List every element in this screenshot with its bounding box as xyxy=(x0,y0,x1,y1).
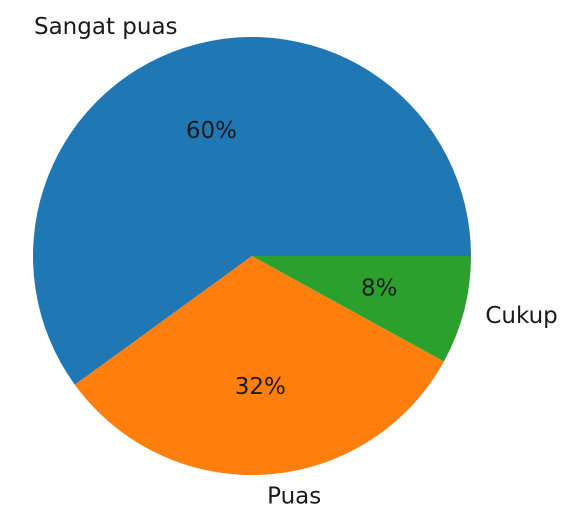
pie-label-sangat-puas: Sangat puas xyxy=(34,14,178,40)
pie-slice-puas xyxy=(74,256,444,476)
pie-pct-label-cukup: 8% xyxy=(361,276,398,302)
pie-labels: Sangat puas 60% Puas 32% Cukup 8% xyxy=(34,14,558,508)
pie-slice-cukup xyxy=(252,256,471,362)
pie-label-cukup: Cukup xyxy=(485,303,557,329)
pie-slice-sangat-puas xyxy=(32,36,472,385)
pie-pct-label-sangat-puas: 60% xyxy=(186,118,237,144)
pie-slices xyxy=(32,36,472,476)
pie-label-puas: Puas xyxy=(267,483,321,508)
pie-pct-label-puas: 32% xyxy=(235,374,286,400)
